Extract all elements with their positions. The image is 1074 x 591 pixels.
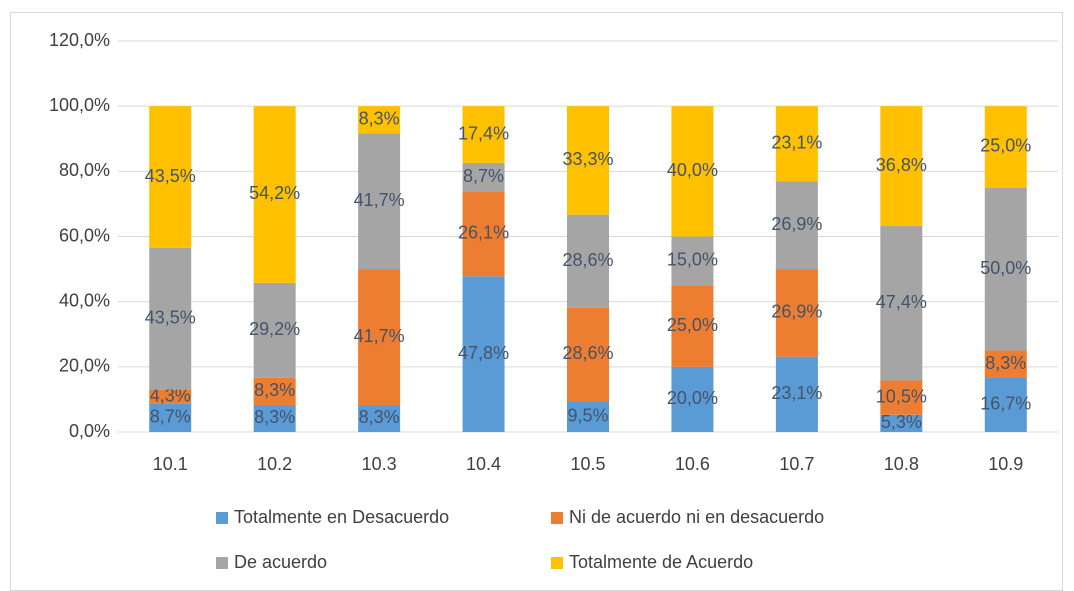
legend-swatch [216, 512, 228, 524]
bar-segment [671, 236, 714, 286]
x-tick-label: 10.9 [988, 454, 1023, 474]
legend-swatch [216, 557, 228, 569]
x-tick-label: 10.3 [362, 454, 397, 474]
data-label: 16,7% [980, 394, 1031, 414]
bar-segment [253, 282, 296, 378]
bar-segment [984, 106, 1027, 188]
data-label: 8,3% [985, 353, 1026, 373]
data-label: 9,5% [567, 405, 608, 425]
x-tick-label: 10.7 [779, 454, 814, 474]
legend-label: Ni de acuerdo ni en desacuerdo [569, 507, 824, 527]
bar-segment [567, 401, 609, 432]
bar-segment [149, 389, 192, 404]
data-label: 26,9% [771, 214, 822, 234]
bar-segment [671, 366, 714, 432]
data-label: 10,5% [876, 386, 927, 406]
data-label: 25,0% [980, 136, 1031, 156]
bar-segment [358, 404, 401, 432]
bar-segment [671, 285, 714, 367]
x-tick-label: 10.5 [570, 454, 605, 474]
bar-segment [775, 106, 818, 182]
data-label: 47,8% [458, 343, 509, 363]
x-tick-label: 10.6 [675, 454, 710, 474]
bar-segment [253, 106, 296, 283]
data-label: 8,7% [463, 166, 504, 186]
bar-segment [880, 226, 923, 381]
legend-label: Totalmente de Acuerdo [569, 552, 753, 572]
data-label: 26,9% [771, 302, 822, 322]
legend-label: Totalmente en Desacuerdo [234, 507, 449, 527]
data-label: 36,8% [876, 155, 927, 175]
data-label: 23,1% [771, 133, 822, 153]
bar-segment [253, 404, 296, 432]
bar-segment [462, 191, 505, 277]
data-label: 50,0% [980, 258, 1031, 278]
legend-swatch [551, 557, 563, 569]
data-label: 41,7% [354, 326, 405, 346]
bar-segment [775, 269, 818, 357]
data-label: 54,2% [249, 183, 300, 203]
bar-segment [462, 106, 505, 163]
y-tick-label: 120,0% [49, 30, 110, 50]
y-tick-label: 0,0% [69, 421, 110, 441]
bar-segment [462, 276, 505, 432]
data-label: 28,6% [562, 250, 613, 270]
bar-segment [358, 269, 401, 405]
data-label: 29,2% [249, 319, 300, 339]
data-label: 20,0% [667, 388, 718, 408]
x-tick-label: 10.8 [884, 454, 919, 474]
data-label: 17,4% [458, 123, 509, 143]
data-label: 8,3% [254, 380, 295, 400]
legend-label: De acuerdo [234, 552, 327, 572]
bar-segment [358, 133, 401, 270]
data-label: 43,5% [145, 308, 196, 328]
data-label: 41,7% [354, 190, 405, 210]
legend-swatch [551, 512, 563, 524]
data-label: 23,1% [771, 383, 822, 403]
x-tick-label: 10.1 [153, 454, 188, 474]
bar-segment [149, 403, 192, 432]
bar-segment [149, 106, 192, 248]
bar-segment [567, 106, 609, 215]
bar-segment [984, 187, 1027, 351]
data-label: 28,6% [562, 343, 613, 363]
bar-segment [775, 356, 818, 432]
data-label: 15,0% [667, 250, 718, 270]
bar-segment [984, 350, 1027, 378]
bar-segment [462, 162, 505, 192]
bar-segment [984, 377, 1027, 432]
data-label: 4,3% [150, 385, 191, 405]
data-label: 8,3% [359, 108, 400, 128]
bar-segment [253, 377, 296, 405]
data-label: 26,1% [458, 222, 509, 242]
y-tick-label: 80,0% [59, 160, 110, 180]
data-label: 8,3% [359, 407, 400, 427]
bar-segment [880, 414, 923, 432]
bar-segment [567, 214, 609, 308]
y-tick-label: 60,0% [59, 225, 110, 245]
data-label: 8,7% [150, 407, 191, 427]
data-label: 25,0% [667, 315, 718, 335]
y-tick-label: 100,0% [49, 95, 110, 115]
data-label: 43,5% [145, 166, 196, 186]
y-tick-label: 40,0% [59, 290, 110, 310]
data-label: 40,0% [667, 160, 718, 180]
data-label: 8,3% [254, 407, 295, 427]
data-label: 33,3% [562, 149, 613, 169]
bar-segment [149, 247, 192, 390]
bar-segment [671, 106, 714, 237]
bar-segment [880, 106, 923, 227]
data-label: 5,3% [881, 412, 922, 432]
y-tick-label: 20,0% [59, 356, 110, 376]
data-label: 47,4% [876, 292, 927, 312]
x-tick-label: 10.4 [466, 454, 501, 474]
bar-segment [880, 380, 923, 415]
bar-segment [775, 181, 818, 270]
bar-segment [567, 307, 609, 402]
x-tick-label: 10.2 [257, 454, 292, 474]
bar-segment [358, 106, 401, 134]
